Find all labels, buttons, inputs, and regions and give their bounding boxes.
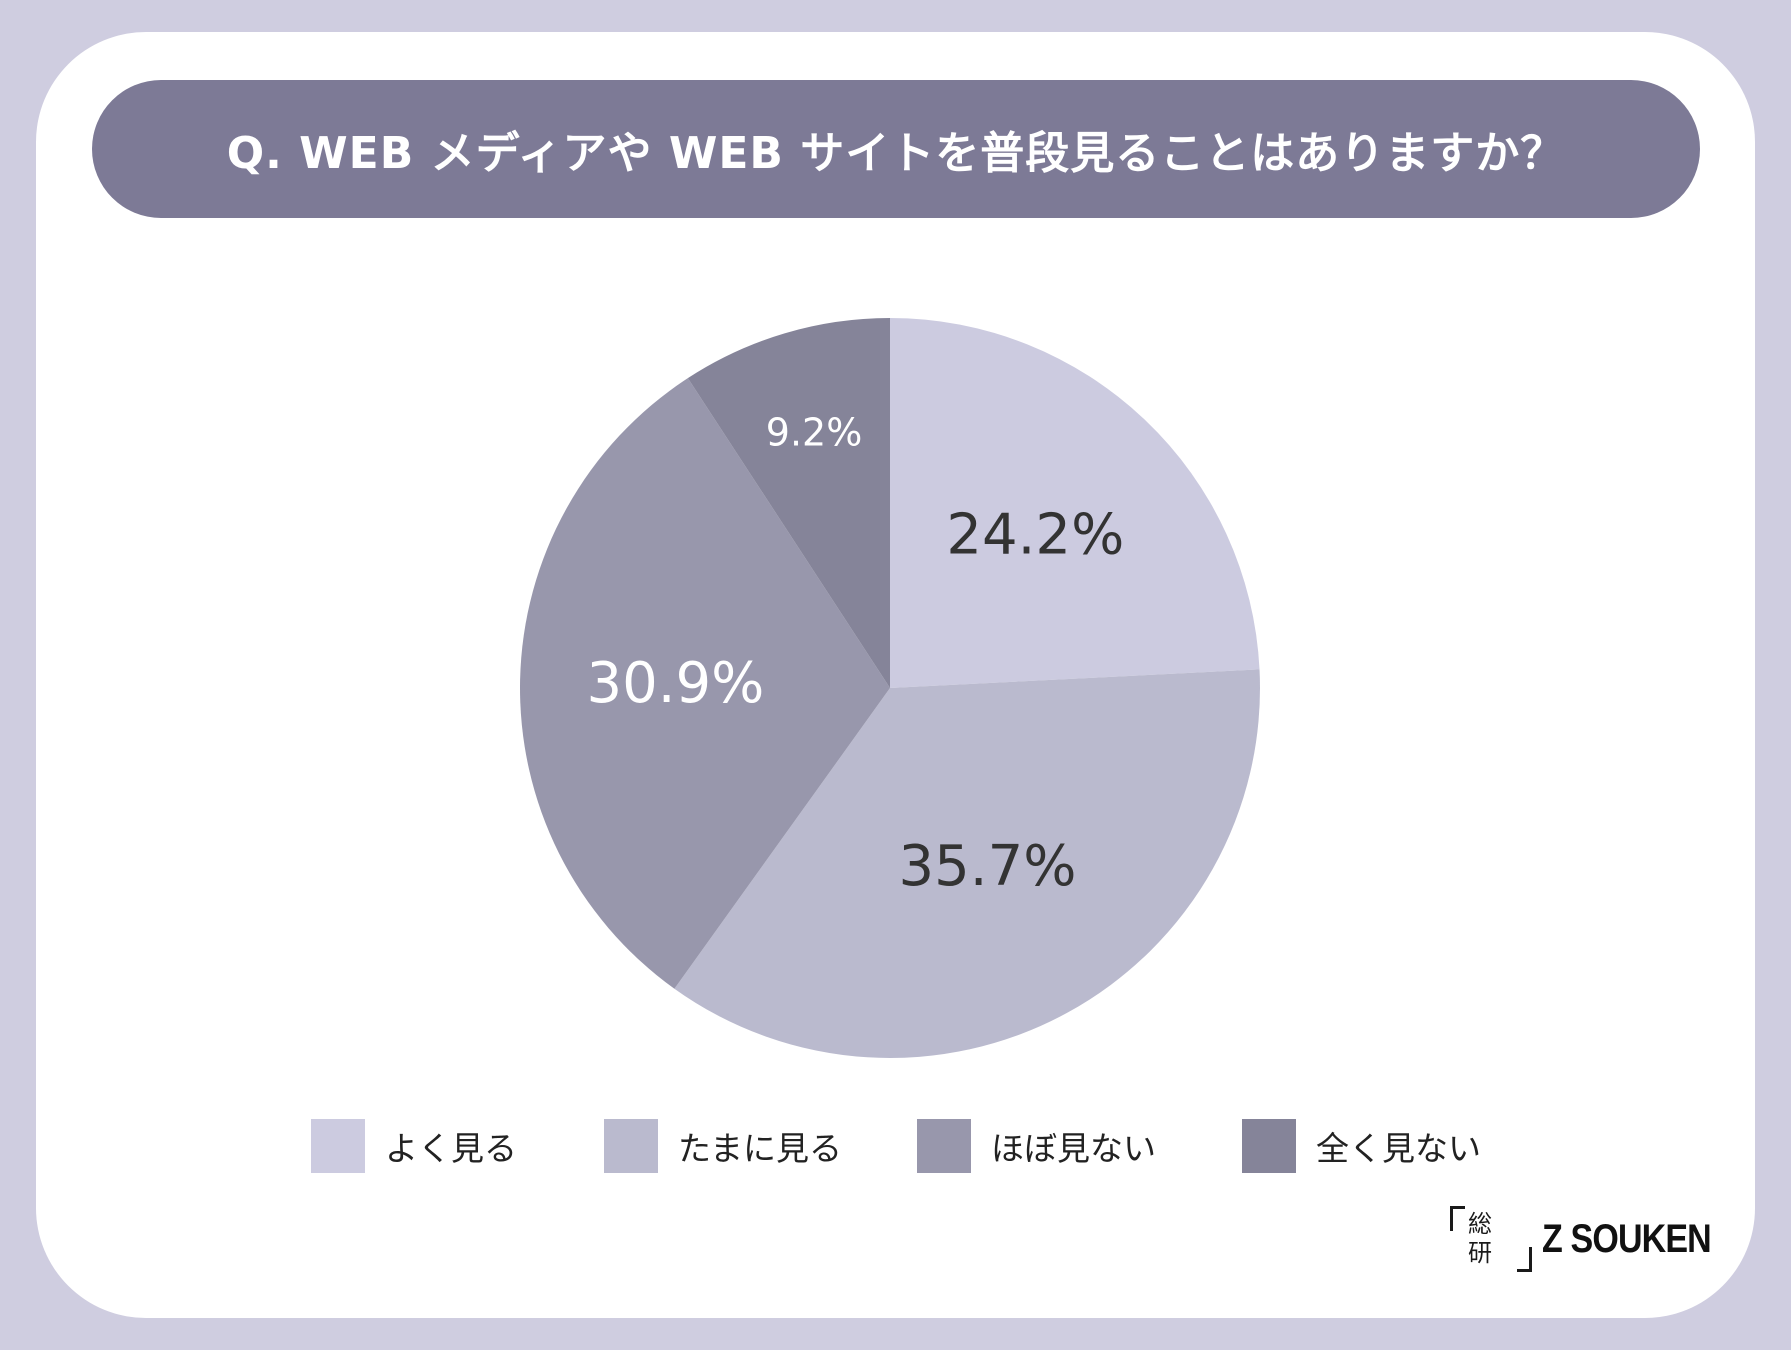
legend: よく見る たまに見る ほぼ見ない 全く見ない bbox=[0, 1118, 1791, 1174]
slice-label-mattaku-minai: 9.2% bbox=[766, 411, 863, 455]
legend-item-tamani-miru: たまに見る bbox=[604, 1118, 842, 1174]
logo-bracket-bottom-right bbox=[1517, 1247, 1532, 1272]
legend-label: たまに見る bbox=[678, 1129, 843, 1168]
z-souken-logo: 総 研 Z SOUKEN bbox=[1448, 1204, 1741, 1274]
logo-text: Z SOUKEN bbox=[1542, 1216, 1712, 1261]
title-bar: Q. WEB メディアや WEB サイトを普段見ることはありますか？ bbox=[92, 80, 1700, 218]
logo-mark: 総 研 bbox=[1448, 1204, 1534, 1274]
legend-label: 全く見ない bbox=[1316, 1129, 1481, 1168]
legend-swatch bbox=[917, 1119, 971, 1173]
logo-kanji-top: 総 bbox=[1468, 1210, 1492, 1238]
logo-bracket-top-left bbox=[1450, 1206, 1465, 1231]
slice-mattaku-minai bbox=[687, 318, 890, 688]
legend-item-yoku-miru: よく見る bbox=[311, 1118, 517, 1174]
slice-label-yoku-miru: 24.2% bbox=[946, 503, 1124, 568]
logo-kanji-bottom: 研 bbox=[1468, 1239, 1492, 1267]
legend-item-mattaku-minai: 全く見ない bbox=[1242, 1118, 1481, 1174]
legend-item-hobo-minai: ほぼ見ない bbox=[917, 1118, 1156, 1174]
chart-title: Q. WEB メディアや WEB サイトを普段見ることはありますか？ bbox=[226, 128, 1566, 179]
slice-label-hobo-minai: 30.9% bbox=[586, 651, 764, 716]
legend-swatch bbox=[311, 1119, 365, 1173]
logo-kanji: 総 研 bbox=[1468, 1210, 1492, 1268]
legend-label: よく見る bbox=[385, 1129, 517, 1168]
slice-yoku-miru bbox=[890, 318, 1260, 688]
slice-hobo-minai bbox=[520, 378, 890, 989]
legend-swatch bbox=[1242, 1119, 1296, 1173]
slice-label-tamani-miru: 35.7% bbox=[899, 834, 1077, 899]
slice-tamani-miru bbox=[674, 669, 1260, 1059]
legend-label: ほぼ見ない bbox=[991, 1129, 1156, 1168]
legend-swatch bbox=[604, 1119, 658, 1173]
